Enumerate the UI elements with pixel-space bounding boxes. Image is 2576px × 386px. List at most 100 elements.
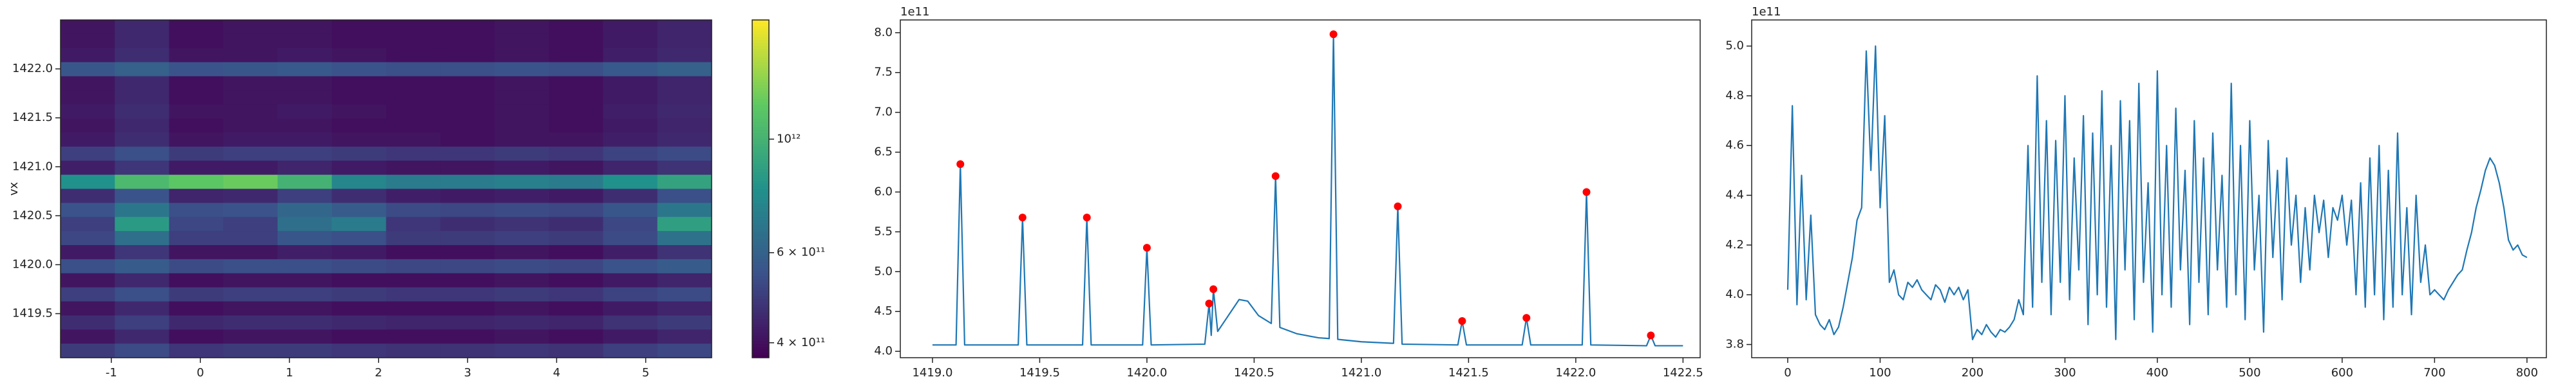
heatmap-cell	[657, 133, 712, 147]
heatmap-cell	[386, 146, 441, 161]
heatmap-cell	[657, 231, 712, 246]
colorbar-swatch	[752, 39, 769, 43]
heatmap-cell	[440, 188, 495, 203]
heatmap-cell	[115, 160, 170, 176]
heatmap-cell	[169, 146, 224, 161]
heatmap-cell	[549, 329, 604, 344]
heatmap-cell	[223, 104, 278, 119]
heatmap-cell	[549, 33, 604, 49]
colorbar-tick-label: 6 × 10¹¹	[777, 246, 825, 259]
heatmap-cell	[440, 301, 495, 316]
heatmap-cell	[115, 287, 170, 302]
colorbar-swatch	[752, 239, 769, 243]
heatmap-cell	[549, 245, 604, 260]
heatmap-cell	[61, 329, 115, 344]
colorbar-swatch	[752, 163, 769, 167]
heatmap-cell	[169, 188, 224, 203]
heatmap-cell	[386, 133, 441, 147]
heatmap-cell	[386, 329, 441, 344]
heatmap-cell	[495, 118, 549, 133]
colorbar-swatch	[752, 98, 769, 102]
heatmap-cell	[386, 203, 441, 217]
colorbar-swatch	[752, 101, 769, 105]
heatmap-cell	[657, 245, 712, 260]
heatmap-cell	[657, 287, 712, 302]
heatmap-cell	[440, 315, 495, 330]
colorbar-swatch	[752, 313, 769, 316]
colorbar-swatch	[752, 152, 769, 156]
colorbar-swatch	[752, 62, 769, 66]
colorbar-swatch	[752, 352, 769, 356]
colorbar-swatch	[752, 20, 769, 23]
colorbar-swatch	[752, 172, 769, 176]
heatmap-cell	[61, 118, 115, 133]
y-tick-label: 7.0	[874, 106, 893, 119]
heatmap-cell	[115, 62, 170, 77]
heatmap-cell	[115, 146, 170, 161]
colorbar-swatch	[752, 214, 769, 217]
colorbar-swatch	[752, 259, 769, 262]
plot-frame	[1751, 19, 2547, 358]
axis-offset-label: 1e11	[1752, 5, 1781, 19]
y-tick-label: 5.0	[874, 264, 893, 278]
colorbar-swatch	[752, 205, 769, 209]
y-tick-label: 5.5	[874, 225, 893, 238]
colorbar-swatch	[752, 183, 769, 187]
heatmap-cell	[332, 62, 387, 77]
heatmap-cell	[332, 48, 387, 63]
heatmap-cell	[495, 217, 549, 232]
heatmap-cell	[278, 104, 332, 119]
colorbar-swatch	[752, 248, 769, 252]
heatmap-cell	[495, 104, 549, 119]
heatmap-cell	[61, 344, 115, 358]
peak-point	[1083, 214, 1091, 222]
heatmap-cell	[386, 245, 441, 260]
heatmap-cell	[657, 217, 712, 232]
plot-frame	[60, 19, 712, 358]
heatmap-cell	[603, 20, 658, 35]
colorbar-swatch	[752, 23, 769, 26]
heatmap-cell	[495, 76, 549, 91]
heatmap-cell	[278, 174, 332, 190]
heatmap-cell	[386, 344, 441, 358]
heatmap-cell	[495, 273, 549, 288]
y-tick-label: 6.5	[874, 145, 893, 159]
heatmap-cell	[440, 231, 495, 246]
peak-point	[1329, 30, 1338, 39]
heatmap-cell	[278, 118, 332, 133]
heatmap-cell	[603, 231, 658, 246]
heatmap-cell	[278, 188, 332, 203]
colorbar-swatch	[752, 273, 769, 277]
heatmap-cell	[223, 133, 278, 147]
heatmap-cell	[61, 273, 115, 288]
colorbar-swatch	[752, 268, 769, 271]
colorbar-swatch	[752, 37, 769, 41]
colorbar-swatch	[752, 76, 769, 80]
heatmap-cell	[386, 231, 441, 246]
heatmap-cell	[549, 146, 604, 161]
peak-point	[1394, 202, 1402, 210]
heatmap-cell	[549, 133, 604, 147]
y-tick-label: 4.5	[874, 304, 893, 318]
heatmap-cell	[278, 217, 332, 232]
colorbar-swatch	[752, 158, 769, 161]
x-tick-label: 0	[196, 366, 204, 380]
colorbar-swatch	[752, 104, 769, 108]
heatmap-cell	[223, 20, 278, 35]
peak-point	[1018, 214, 1027, 222]
heatmap-cell	[278, 259, 332, 274]
heatmap-cell	[603, 315, 658, 330]
heatmap-cell	[332, 273, 387, 288]
colorbar-swatch	[752, 301, 769, 305]
heatmap-cell	[223, 301, 278, 316]
colorbar-swatch	[752, 48, 769, 51]
data-line	[932, 33, 1683, 347]
heatmap-cell	[332, 146, 387, 161]
heatmap-cell	[657, 188, 712, 203]
heatmap-cell	[223, 217, 278, 232]
heatmap-cell	[169, 48, 224, 63]
heatmap-cell	[278, 48, 332, 63]
heatmap-cell	[278, 33, 332, 49]
heatmap-cell	[603, 48, 658, 63]
